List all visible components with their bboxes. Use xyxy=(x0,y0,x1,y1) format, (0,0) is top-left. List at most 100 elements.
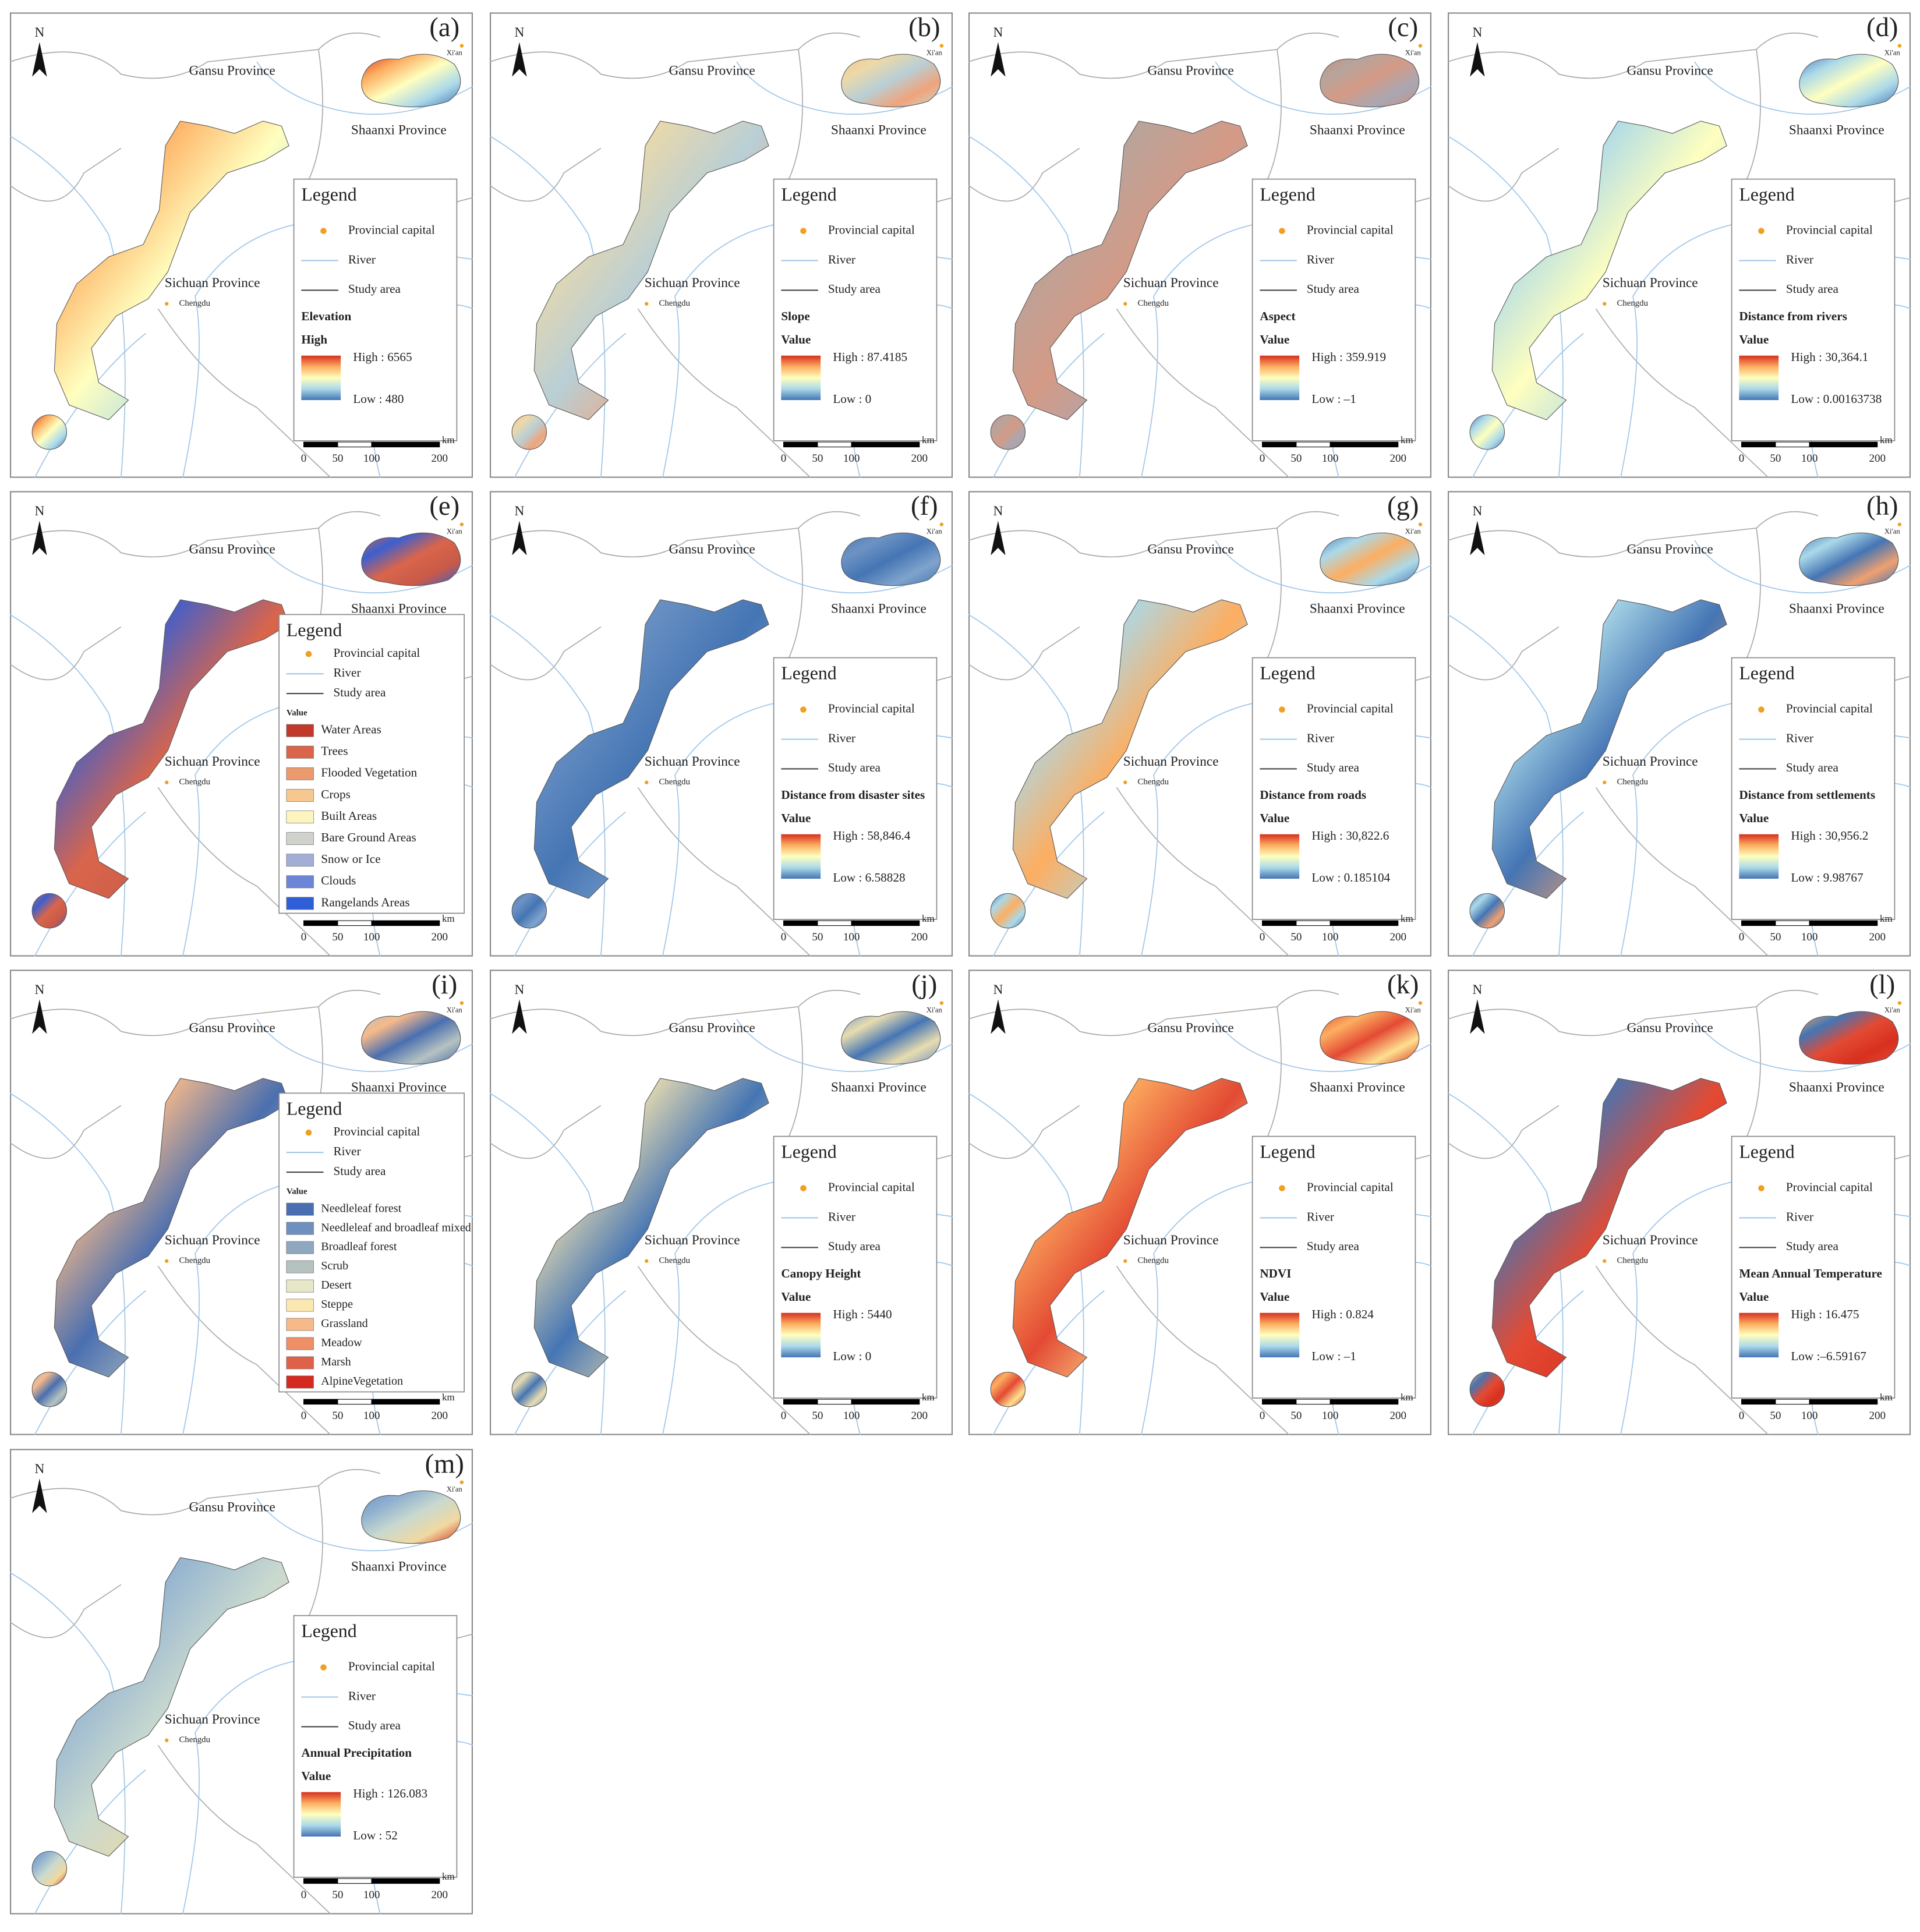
panel-label: (d) xyxy=(1866,12,1898,43)
province-border xyxy=(157,1265,331,1435)
legend-class: Built Areas xyxy=(321,809,377,823)
north-arrow xyxy=(512,999,527,1034)
scale-tick-label: 0 xyxy=(1260,931,1265,943)
north-arrow xyxy=(991,999,1006,1034)
capital-marker xyxy=(1123,1259,1127,1263)
capital-marker xyxy=(645,1259,649,1263)
capital-marker xyxy=(165,1259,169,1263)
scale-tick-label: 100 xyxy=(1801,1410,1818,1422)
province-label: Shaanxi Province xyxy=(831,122,927,137)
scale-tick-label: 0 xyxy=(301,1410,307,1422)
province-border xyxy=(1448,147,1560,202)
legend-swatch xyxy=(286,1298,314,1312)
scale-bar xyxy=(337,1399,372,1405)
legend-class: Needleleaf forest xyxy=(321,1202,401,1215)
capital-marker xyxy=(165,780,169,784)
legend-swatch xyxy=(286,1279,314,1293)
north-arrow xyxy=(32,42,47,77)
legend-title: Legend xyxy=(1260,663,1315,684)
legend-high: High : 16.475 xyxy=(1791,1307,1859,1321)
scale-bar xyxy=(783,1399,818,1405)
scale-bar xyxy=(303,1878,338,1884)
legend-low: Low : 0 xyxy=(833,1349,871,1363)
legend-swatch xyxy=(286,1222,314,1235)
capital-marker xyxy=(1418,522,1423,526)
scale-unit: km xyxy=(922,1392,935,1403)
legend-layer: Aspect xyxy=(1260,309,1295,323)
legend-ramp xyxy=(1739,355,1779,401)
river xyxy=(968,135,1084,478)
scale-tick-label: 0 xyxy=(301,931,307,943)
legend-item: Provincial capital xyxy=(1307,222,1394,236)
city-label: Chengdu xyxy=(1137,777,1169,787)
province-label: Shaanxi Province xyxy=(351,1559,447,1574)
province-label: Sichuan Province xyxy=(645,275,740,291)
study-area-inset xyxy=(841,532,941,586)
legend-value-label: Value xyxy=(1260,1290,1289,1304)
city-label: Xi'an xyxy=(1884,1006,1901,1014)
study-area xyxy=(1491,1078,1727,1378)
study-area-patch xyxy=(511,893,547,929)
province-label: Sichuan Province xyxy=(1123,275,1219,291)
province-border xyxy=(293,49,323,235)
study-area xyxy=(1012,599,1248,899)
scale-tick-label: 50 xyxy=(1290,1410,1302,1422)
scale-bar xyxy=(1262,1399,1297,1405)
scale-unit: km xyxy=(442,913,455,924)
map-panel: N (d) Gansu Province Shaanxi Province Sichua… xyxy=(1448,12,1911,478)
north-label: N xyxy=(34,25,44,40)
legend-low: Low : 0 xyxy=(833,392,871,406)
legend-box xyxy=(773,178,938,441)
legend-low: Low : 0.185104 xyxy=(1311,871,1390,884)
scale-bar xyxy=(817,1399,852,1405)
legend-item: Study area xyxy=(1786,760,1839,774)
province-label: Gansu Province xyxy=(189,542,275,557)
legend-title: Legend xyxy=(1739,1142,1794,1162)
scale-unit: km xyxy=(1401,1392,1413,1403)
capital-marker xyxy=(939,522,944,526)
capital-marker xyxy=(1603,780,1607,784)
legend-item: Provincial capital xyxy=(1786,701,1873,715)
legend-class: Meadow xyxy=(321,1336,362,1349)
scale-tick-label: 200 xyxy=(431,931,448,943)
study-area xyxy=(533,121,769,420)
province-label: Gansu Province xyxy=(1147,1020,1233,1035)
river xyxy=(490,1092,606,1435)
scale-bar xyxy=(303,441,338,448)
scale-bar xyxy=(1809,441,1878,448)
scale-bar xyxy=(371,441,440,448)
province-border xyxy=(10,511,381,558)
legend-swatch xyxy=(286,1260,314,1273)
scale-unit: km xyxy=(1880,434,1893,445)
capital-marker xyxy=(459,522,464,526)
study-area-patch xyxy=(1469,414,1505,450)
scale-tick-label: 200 xyxy=(1389,452,1406,465)
legend-item: River xyxy=(348,1689,376,1703)
capital-marker xyxy=(459,1480,464,1484)
legend-item: Provincial capital xyxy=(348,1659,435,1673)
legend-high: High : 5440 xyxy=(833,1307,892,1321)
map-panel: N (g) Gansu Province Shaanxi Province Sichua… xyxy=(968,491,1431,957)
scale-unit: km xyxy=(442,1392,455,1403)
legend-item: Study area xyxy=(828,760,881,774)
capital-marker xyxy=(165,1738,169,1742)
scale-tick-label: 200 xyxy=(1389,931,1406,943)
province-border xyxy=(773,528,803,714)
legend-item: River xyxy=(1786,1209,1813,1223)
panel-label: (k) xyxy=(1387,969,1419,1000)
province-border xyxy=(1731,528,1761,714)
city-label: Xi'an xyxy=(1884,48,1901,56)
panel-label: (a) xyxy=(429,12,459,43)
legend-capital xyxy=(320,1664,327,1671)
scale-tick-label: 50 xyxy=(812,452,823,465)
province-label: Shaanxi Province xyxy=(351,1080,447,1095)
legend-layer: NDVI xyxy=(1260,1266,1291,1280)
legend-high: High : 6565 xyxy=(353,350,412,364)
scale-tick-label: 200 xyxy=(1389,1410,1406,1422)
study-area-patch xyxy=(1469,893,1505,929)
study-area-inset xyxy=(1320,1011,1420,1065)
river xyxy=(968,1092,1084,1435)
city-label: Xi'an xyxy=(927,1006,943,1014)
map-panel: N (i) Gansu Province Shaanxi Province Sichua… xyxy=(10,969,473,1435)
